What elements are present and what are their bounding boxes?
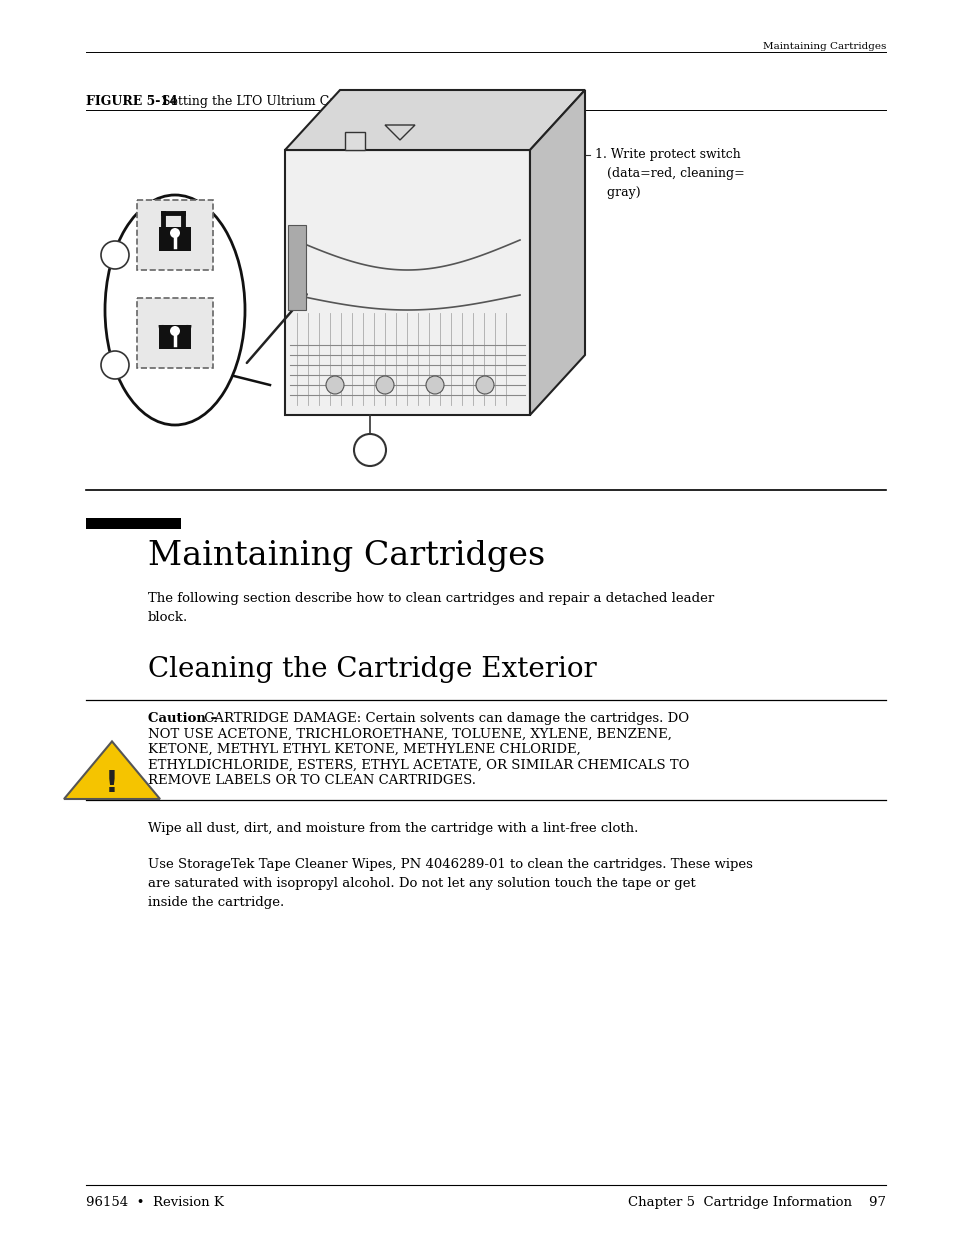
Circle shape [476, 375, 494, 394]
Text: Cleaning the Cartridge Exterior: Cleaning the Cartridge Exterior [148, 656, 597, 683]
Text: NOT USE ACETONE, TRICHLOROETHANE, TOLUENE, XYLENE, BENZENE,: NOT USE ACETONE, TRICHLOROETHANE, TOLUEN… [148, 727, 671, 741]
Text: The following section describe how to clean cartridges and repair a detached lea: The following section describe how to cl… [148, 592, 714, 624]
Text: Caution –: Caution – [148, 713, 217, 725]
Text: CARTRIDGE DAMAGE: Certain solvents can damage the cartridges. DO: CARTRIDGE DAMAGE: Certain solvents can d… [200, 713, 688, 725]
Circle shape [170, 228, 180, 238]
Circle shape [426, 375, 443, 394]
Circle shape [375, 375, 394, 394]
Text: Maintaining Cartridges: Maintaining Cartridges [148, 540, 545, 572]
Bar [86, 517, 181, 529]
Text: REMOVE LABELS OR TO CLEAN CARTRIDGES.: REMOVE LABELS OR TO CLEAN CARTRIDGES. [148, 774, 476, 787]
Text: Setting the LTO Ultrium Cartridge Write-Protect Switch: Setting the LTO Ultrium Cartridge Write-… [153, 95, 517, 107]
Circle shape [170, 326, 180, 336]
Text: Wipe all dust, dirt, and moisture from the cartridge with a lint-free cloth.: Wipe all dust, dirt, and moisture from t… [148, 823, 638, 835]
Circle shape [326, 375, 344, 394]
FancyBboxPatch shape [137, 298, 213, 368]
Circle shape [354, 433, 386, 466]
Text: ETHYLDICHLORIDE, ESTERS, ETHYL ACETATE, OR SIMILAR CHEMICALS TO: ETHYLDICHLORIDE, ESTERS, ETHYL ACETATE, … [148, 758, 689, 772]
Text: Chapter 5  Cartridge Information    97: Chapter 5 Cartridge Information 97 [627, 1195, 885, 1209]
Text: Maintaining Cartridges: Maintaining Cartridges [761, 42, 885, 51]
Text: !: ! [105, 768, 119, 798]
Polygon shape [285, 149, 530, 415]
Text: Use StorageTek Tape Cleaner Wipes, PN 4046289-01 to clean the cartridges. These : Use StorageTek Tape Cleaner Wipes, PN 40… [148, 858, 752, 909]
Ellipse shape [105, 195, 245, 425]
Circle shape [101, 351, 129, 379]
Text: 1. Write protect switch
   (data=red, cleaning=
   gray): 1. Write protect switch (data=red, clean… [595, 148, 744, 199]
FancyBboxPatch shape [137, 200, 213, 270]
Text: FIGURE 5-14: FIGURE 5-14 [86, 95, 177, 107]
Bar [159, 325, 191, 350]
Polygon shape [64, 741, 160, 799]
Text: KETONE, METHYL ETHYL KETONE, METHYLENE CHLORIDE,: KETONE, METHYL ETHYL KETONE, METHYLENE C… [148, 743, 580, 756]
Polygon shape [285, 90, 584, 149]
Polygon shape [530, 90, 584, 415]
Circle shape [101, 241, 129, 269]
Text: 96154  •  Revision K: 96154 • Revision K [86, 1195, 224, 1209]
Polygon shape [345, 132, 365, 149]
Bar [159, 227, 191, 251]
Bar [288, 225, 306, 310]
